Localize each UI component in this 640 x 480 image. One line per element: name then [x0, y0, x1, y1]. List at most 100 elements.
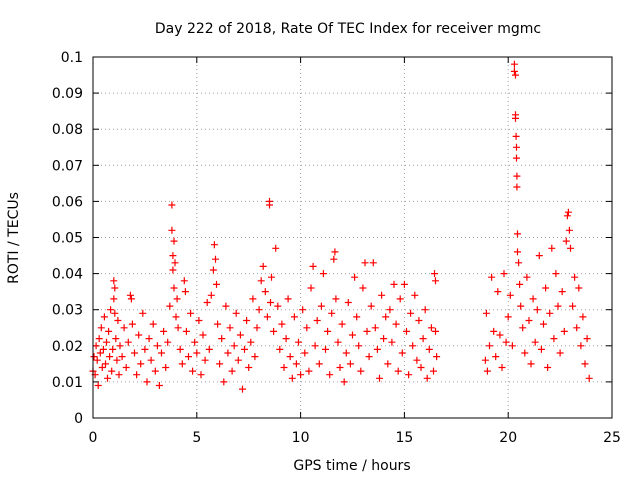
data-point — [380, 335, 388, 343]
x-tick-label: 20 — [499, 430, 517, 446]
data-point — [513, 183, 521, 191]
data-point — [230, 342, 238, 350]
data-point — [295, 338, 302, 346]
data-point — [415, 317, 423, 324]
chart-title: Day 222 of 2018, Rate Of TEC Index for r… — [155, 21, 541, 37]
data-point — [513, 143, 520, 151]
data-point — [564, 208, 572, 216]
data-point — [508, 342, 516, 350]
data-point — [502, 338, 510, 346]
data-point — [405, 371, 413, 379]
data-point — [228, 367, 236, 375]
data-point — [168, 226, 176, 234]
data-point — [432, 277, 439, 285]
data-point — [109, 345, 117, 353]
data-point — [160, 327, 168, 335]
data-point — [519, 324, 527, 332]
y-tick-label: 0.07 — [52, 158, 83, 174]
data-point — [386, 306, 394, 314]
data-point — [552, 270, 560, 278]
data-point — [336, 364, 344, 371]
data-point — [382, 313, 390, 321]
data-point — [560, 327, 568, 335]
data-point — [162, 364, 170, 371]
data-point — [139, 309, 147, 317]
data-point — [251, 353, 259, 361]
data-point — [218, 335, 226, 343]
data-point — [537, 345, 545, 353]
data-point — [303, 324, 311, 332]
data-point — [236, 331, 244, 339]
data-point — [394, 367, 402, 375]
data-point — [193, 349, 201, 357]
data-point — [141, 345, 149, 353]
data-point — [533, 306, 541, 314]
data-point — [307, 284, 315, 292]
data-point — [585, 374, 593, 382]
data-point — [135, 331, 143, 339]
data-point — [170, 284, 178, 292]
data-point — [558, 288, 566, 296]
data-point — [482, 309, 490, 317]
data-point — [583, 335, 591, 343]
data-point — [288, 374, 296, 382]
data-point — [182, 327, 190, 335]
data-point — [97, 324, 105, 332]
data-point — [384, 360, 392, 368]
y-tick-label: 0.03 — [52, 303, 83, 319]
data-point — [527, 360, 535, 368]
data-point — [542, 284, 550, 292]
data-point — [425, 345, 433, 353]
data-point — [170, 237, 178, 245]
data-point — [512, 71, 519, 79]
data-point — [423, 374, 431, 382]
data-point — [301, 349, 309, 357]
data-point — [205, 345, 213, 353]
data-point — [324, 327, 332, 335]
data-point — [176, 345, 184, 353]
x-tick-label: 5 — [192, 430, 201, 446]
data-point — [106, 353, 114, 361]
data-point — [118, 353, 126, 361]
data-point — [266, 201, 273, 209]
data-point — [305, 367, 313, 375]
data-point — [309, 262, 317, 270]
data-point — [143, 378, 151, 386]
data-point — [249, 295, 257, 303]
data-point — [94, 382, 102, 389]
data-point — [267, 299, 274, 306]
data-point — [563, 212, 571, 220]
data-point — [151, 367, 159, 375]
data-point — [241, 345, 248, 353]
data-point — [577, 342, 585, 350]
x-tick-label: 10 — [292, 430, 310, 446]
data-point — [486, 342, 493, 350]
data-point — [292, 360, 300, 368]
data-point — [199, 331, 207, 339]
data-point — [359, 284, 367, 292]
data-point — [567, 244, 574, 252]
data-point — [114, 317, 122, 324]
data-point — [255, 306, 263, 314]
data-point — [344, 299, 352, 306]
data-point — [247, 338, 255, 346]
data-point — [432, 327, 439, 335]
data-point — [525, 317, 533, 324]
data-point — [353, 313, 361, 321]
y-axis-ticks: 0 0.01 0.02 0.03 0.04 0.05 0.06 0.07 0.08 0.09 0.1 — [52, 50, 612, 427]
data-point — [216, 360, 224, 368]
data-point — [220, 378, 228, 386]
data-point — [430, 367, 437, 375]
data-point — [390, 280, 398, 288]
data-point — [197, 371, 205, 379]
data-point — [496, 331, 504, 339]
data-point — [494, 288, 502, 296]
data-point — [342, 349, 350, 357]
data-point — [105, 327, 113, 335]
data-point — [107, 306, 115, 314]
data-point — [483, 367, 491, 375]
grid-lines — [93, 57, 612, 418]
data-point — [280, 364, 288, 371]
data-point — [517, 302, 525, 310]
